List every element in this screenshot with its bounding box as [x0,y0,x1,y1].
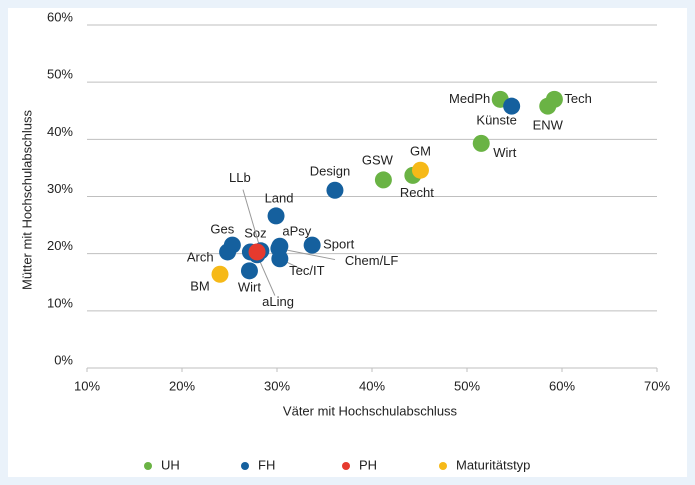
point-label: Wirt [493,145,516,160]
y-tick-label: 40% [47,124,73,139]
point-label: GSW [362,152,394,167]
y-tick-label: 10% [47,295,73,310]
point-label: GM [410,144,431,159]
point [211,265,229,283]
point-label: LLb [229,170,251,185]
point-label: BM [190,279,210,294]
legend-label: Maturitätstyp [456,457,530,472]
y-tick-label: 50% [47,67,73,82]
point-label: MedPh [449,91,490,106]
point [472,134,490,152]
point [411,161,429,179]
point-label: Wirt [238,279,261,294]
point-label: Design [310,164,350,179]
y-tick-label: 0% [54,352,73,367]
point-label: aPsy [282,224,311,239]
x-tick-label: 60% [549,378,575,393]
x-tick-label: 10% [74,378,100,393]
point [267,207,285,225]
legend-label: FH [258,457,275,472]
legend-marker [241,462,249,470]
leader-line [242,189,262,251]
x-tick-label: 40% [359,378,385,393]
point [219,243,237,261]
legend-marker [144,462,152,470]
point [270,240,288,258]
point-label: Arch [187,249,214,264]
y-tick-label: 30% [47,181,73,196]
legend-label: PH [359,457,377,472]
point-label: Land [265,190,294,205]
x-tick-label: 70% [644,378,670,393]
point [539,97,557,115]
x-tick-label: 20% [169,378,195,393]
legend-marker [439,462,447,470]
point-label: ENW [533,118,564,133]
point [240,262,258,280]
legend-label: UH [161,457,180,472]
point-label: Sport [323,237,354,252]
x-tick-label: 30% [264,378,290,393]
point [248,243,266,261]
point-label: Künste [476,113,516,128]
x-tick-label: 50% [454,378,480,393]
x-axis-label: Väter mit Hochschulabschluss [283,403,458,418]
y-tick-label: 60% [47,9,73,24]
legend-marker [342,462,350,470]
point [326,181,344,199]
point [374,171,392,189]
chart-panel [8,8,687,477]
point-label: Chem/LF [345,253,399,268]
point-label: Tech [564,91,591,106]
point-label: Ges [210,222,234,237]
point-label: Recht [400,185,434,200]
point-label: Tec/IT [289,263,324,278]
point [503,97,521,115]
leader-line [278,248,336,261]
point-label: aLing [262,294,294,309]
y-axis-label: Mütter mit Hochschulabschluss [19,110,34,290]
y-tick-label: 20% [47,238,73,253]
point [303,236,321,254]
